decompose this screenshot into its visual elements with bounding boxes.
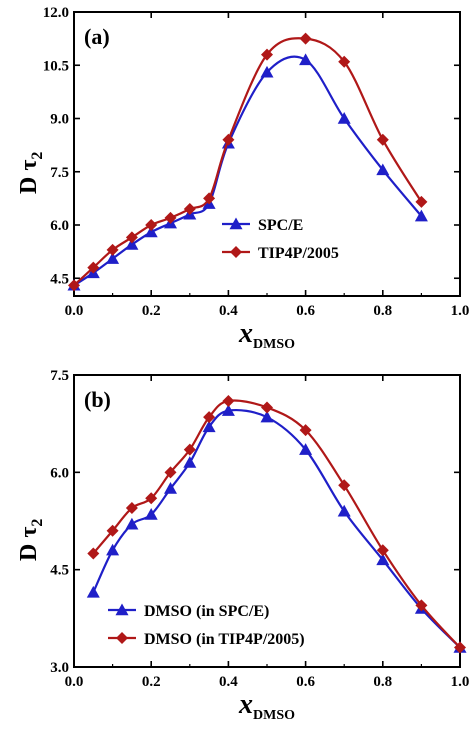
data-point-triangle: [337, 504, 351, 517]
data-point-triangle: [376, 163, 390, 176]
x-tick-label: 0.8: [373, 674, 392, 690]
x-tick-label: 1.0: [451, 303, 470, 319]
y-tick-label: 6.0: [50, 218, 69, 234]
legend-marker: [115, 603, 129, 616]
legend-label: DMSO (in TIP4P/2005): [144, 631, 305, 648]
data-point-diamond: [164, 466, 177, 479]
data-point-diamond: [68, 279, 80, 292]
x-tick-label: 0.6: [296, 674, 315, 690]
data-point-diamond: [222, 133, 235, 146]
data-point-triangle: [125, 517, 139, 530]
y-tick-label: 10.5: [43, 58, 69, 74]
data-point-diamond: [338, 55, 351, 68]
data-point-triangle: [202, 420, 216, 433]
data-point-diamond: [87, 547, 100, 560]
data-point-triangle: [144, 508, 158, 520]
legend-label: TIP4P/2005: [258, 245, 339, 262]
data-point-triangle: [299, 53, 313, 66]
data-point-diamond: [203, 192, 216, 205]
data-point-triangle: [299, 443, 313, 455]
data-point-diamond: [125, 502, 138, 515]
data-point-triangle: [125, 238, 139, 250]
data-point-diamond: [454, 641, 466, 654]
data-point-diamond: [145, 219, 158, 231]
data-point-diamond: [299, 32, 312, 45]
x-axis-label: xDMSO: [238, 689, 295, 723]
data-point-diamond: [299, 424, 312, 437]
data-point-triangle: [337, 112, 351, 124]
data-point-diamond: [338, 479, 351, 492]
data-point-diamond: [203, 411, 216, 424]
legend-marker: [230, 246, 242, 258]
chart-panel-a: 0.0 0.2 0.4 0.6 0.8 1.0 4.5 6.0 7.5 9.0 10.5 12.0 (a…: [16, 5, 469, 352]
panel-label: (a): [84, 24, 110, 49]
y-tick-label: 9.0: [50, 112, 69, 128]
legend-marker: [229, 217, 243, 230]
x-axis-label-subscript: DMSO: [253, 337, 295, 352]
legend-marker: [116, 632, 128, 644]
y-axis-label: D τ2: [16, 519, 46, 561]
data-point-triangle: [144, 225, 158, 238]
data-point-diamond: [106, 243, 119, 256]
x-tick-label: 0.2: [142, 303, 161, 319]
data-point-diamond: [222, 394, 235, 407]
data-point-diamond: [261, 48, 273, 61]
y-tick-label: 4.5: [50, 271, 69, 287]
x-tick-label: 0.8: [373, 303, 392, 319]
x-axis-label-subscript: DMSO: [253, 708, 295, 723]
data-point-diamond: [415, 195, 428, 208]
data-point-triangle: [260, 65, 274, 78]
data-point-diamond: [183, 443, 196, 456]
data-point-diamond: [261, 401, 273, 414]
x-tick-label: 0.2: [142, 674, 161, 690]
data-point-diamond: [415, 599, 428, 612]
x-axis-label: xDMSO: [238, 318, 295, 352]
x-tick-label: 0.0: [65, 674, 84, 690]
x-tick-label: 0.0: [65, 303, 84, 319]
x-tick-label: 0.6: [296, 303, 315, 319]
data-point-triangle: [106, 252, 120, 264]
data-point-triangle: [183, 456, 197, 468]
data-point-triangle: [221, 404, 235, 416]
data-point-triangle: [164, 482, 177, 494]
chart-panel-b: 0.0 0.2 0.4 0.6 0.8 1.0 3.0 4.5 6.0 7.5 (b) xDMSO D …: [16, 368, 469, 723]
y-tick-label: 7.5: [50, 165, 69, 181]
panel-label: (b): [84, 387, 111, 412]
data-point-diamond: [376, 544, 389, 557]
data-point-triangle: [414, 209, 428, 222]
y-tick-label: 3.0: [50, 660, 69, 676]
data-point-diamond: [125, 231, 138, 244]
y-axis-label: D τ2: [16, 152, 46, 194]
x-tick-label: 0.4: [219, 303, 238, 319]
y-axis-label-subscript: 2: [29, 519, 46, 527]
legend-label: DMSO (in SPC/E): [144, 603, 269, 620]
data-point-diamond: [87, 261, 100, 274]
data-point-diamond: [376, 133, 389, 146]
data-point-triangle: [376, 553, 390, 566]
y-tick-label: 12.0: [43, 5, 69, 21]
data-point-diamond: [106, 524, 119, 537]
x-tick-label: 1.0: [451, 674, 470, 690]
legend-label: SPC/E: [258, 217, 303, 234]
y-tick-label: 6.0: [50, 465, 69, 481]
data-point-triangle: [106, 543, 120, 556]
data-point-diamond: [164, 211, 177, 224]
x-tick-label: 0.4: [219, 674, 238, 690]
y-axis-label-subscript: 2: [29, 152, 46, 160]
data-point-diamond: [145, 492, 158, 505]
data-point-diamond: [183, 203, 196, 216]
data-point-triangle: [260, 410, 274, 423]
data-point-triangle: [86, 585, 100, 598]
y-tick-label: 4.5: [50, 563, 69, 579]
y-tick-label: 7.5: [50, 368, 69, 384]
